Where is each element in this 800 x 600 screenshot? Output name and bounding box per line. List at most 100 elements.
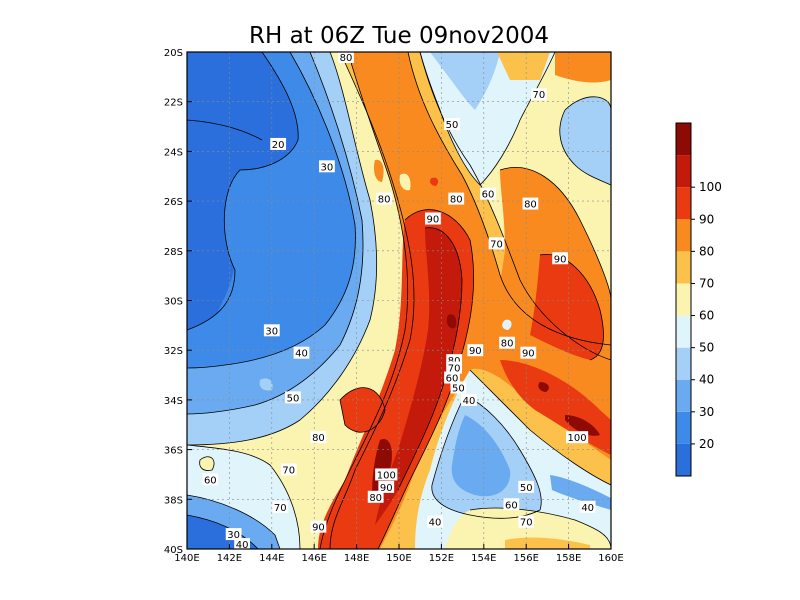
contour-label: 70 <box>272 500 289 514</box>
y-tick-label: 22S <box>164 98 183 109</box>
colorbar-swatch <box>676 123 691 156</box>
svg-text:40: 40 <box>429 518 442 529</box>
svg-text:50: 50 <box>287 393 300 404</box>
contour-label: 80 <box>310 431 327 444</box>
colorbar-frame <box>675 122 692 477</box>
contour-label: 40 <box>579 500 596 514</box>
svg-text:30: 30 <box>265 326 278 337</box>
contour-label: 90 <box>425 212 441 225</box>
contour-label: 70 <box>446 361 463 375</box>
svg-text:80: 80 <box>340 53 353 64</box>
contour-label: 30 <box>263 324 280 337</box>
x-tick-label: 154E <box>471 553 496 564</box>
colorbar-swatch <box>676 251 691 284</box>
contour-label: 60 <box>503 498 520 511</box>
x-tick-label: 160E <box>598 553 623 564</box>
contour-label: 80 <box>367 490 384 504</box>
y-axis-ticks: 20S 22S 24S 26S 28S 30S 32S 34S 36S 38S 40S <box>164 48 192 556</box>
x-tick-label: 156E <box>513 553 538 564</box>
y-tick-label: 34S <box>164 396 183 407</box>
svg-text:60: 60 <box>204 475 217 486</box>
x-tick-label: 144E <box>259 553 284 564</box>
colorbar: 20 30 40 50 60 70 80 90 100 <box>675 122 722 477</box>
contour-label: 60 <box>444 371 460 385</box>
rh-field <box>187 52 611 549</box>
y-tick-label: 32S <box>164 346 183 357</box>
colorbar-swatch <box>676 411 691 444</box>
colorbar-swatch <box>676 315 691 348</box>
x-tick-label: 158E <box>556 553 581 564</box>
colorbar-label: 100 <box>699 180 722 194</box>
y-tick-label: 30S <box>164 297 183 308</box>
contour-label: 80 <box>522 197 539 211</box>
map-title: RH at 06Z Tue 09nov2004 <box>249 23 549 49</box>
contour-label: 90 <box>378 480 395 494</box>
colorbar-label: 50 <box>699 341 714 355</box>
contour-label: 100 <box>565 431 589 444</box>
svg-text:70: 70 <box>490 239 503 250</box>
x-tick-label: 146E <box>301 553 326 564</box>
contour-label: 40 <box>427 515 443 529</box>
x-tick-label: 148E <box>344 553 369 564</box>
svg-text:70: 70 <box>282 465 295 476</box>
colorbar-label: 30 <box>699 405 714 419</box>
svg-text:70: 70 <box>533 90 546 101</box>
svg-text:80: 80 <box>378 195 391 206</box>
y-tick-label: 36S <box>164 446 183 457</box>
svg-text:70: 70 <box>520 518 533 529</box>
colorbar-swatch <box>676 379 691 412</box>
svg-text:100: 100 <box>568 433 587 444</box>
svg-text:90: 90 <box>380 483 393 494</box>
contour-label: 60 <box>480 187 496 201</box>
svg-text:40: 40 <box>581 503 594 514</box>
colorbar-label: 70 <box>699 276 714 290</box>
svg-text:80: 80 <box>312 433 325 444</box>
contour-label: 80 <box>448 192 465 206</box>
svg-text:90: 90 <box>312 523 325 534</box>
svg-text:50: 50 <box>520 483 533 494</box>
contour-label: 50 <box>450 381 467 394</box>
svg-text:50: 50 <box>446 120 459 131</box>
y-tick-label: 26S <box>164 197 183 208</box>
contour-label: 30 <box>225 528 242 541</box>
contour-label: 80 <box>499 336 516 350</box>
colorbar-swatch <box>676 219 691 252</box>
contour-label: 70 <box>531 88 547 101</box>
x-axis-ticks: 140E 142E 144E 146E 148E 150E 152E 154E 156E 158E… <box>174 544 624 564</box>
y-tick-label: 40S <box>164 545 183 556</box>
contour-labels: 8020305070808060809070903040809090807060… <box>202 50 596 551</box>
y-tick-label: 24S <box>164 147 183 158</box>
svg-text:70: 70 <box>274 503 287 514</box>
contour-label: 50 <box>518 480 535 494</box>
svg-text:50: 50 <box>452 383 465 394</box>
svg-text:60: 60 <box>505 500 518 511</box>
svg-text:70: 70 <box>448 364 461 375</box>
contour-label: 40 <box>461 393 477 407</box>
svg-text:60: 60 <box>446 374 459 385</box>
contour-label: 90 <box>310 520 327 534</box>
svg-text:40: 40 <box>295 349 308 360</box>
contour-label: 50 <box>285 391 301 404</box>
contour-label: 30 <box>319 160 335 173</box>
svg-text:80: 80 <box>369 493 382 504</box>
y-tick-label: 38S <box>164 495 183 506</box>
colorbar-swatch <box>676 443 691 476</box>
svg-text:60: 60 <box>482 190 495 201</box>
contour-label: 90 <box>467 344 484 357</box>
colorbar-label: 20 <box>699 437 714 451</box>
contour-label: 20 <box>270 137 287 151</box>
contour-label: 40 <box>234 538 251 551</box>
contour-label: 70 <box>488 237 505 250</box>
colorbar-swatch <box>676 283 691 316</box>
colorbar-label: 90 <box>699 212 714 226</box>
x-tick-label: 152E <box>429 553 454 564</box>
svg-text:80: 80 <box>450 195 463 206</box>
contour-label: 70 <box>518 515 535 529</box>
graticule <box>187 52 611 549</box>
svg-text:40: 40 <box>463 396 476 407</box>
svg-text:80: 80 <box>501 339 514 350</box>
y-tick-label: 20S <box>164 48 183 59</box>
colorbar-label: 60 <box>699 309 714 323</box>
contour-label: 100 <box>375 468 398 481</box>
svg-text:80: 80 <box>524 200 537 211</box>
